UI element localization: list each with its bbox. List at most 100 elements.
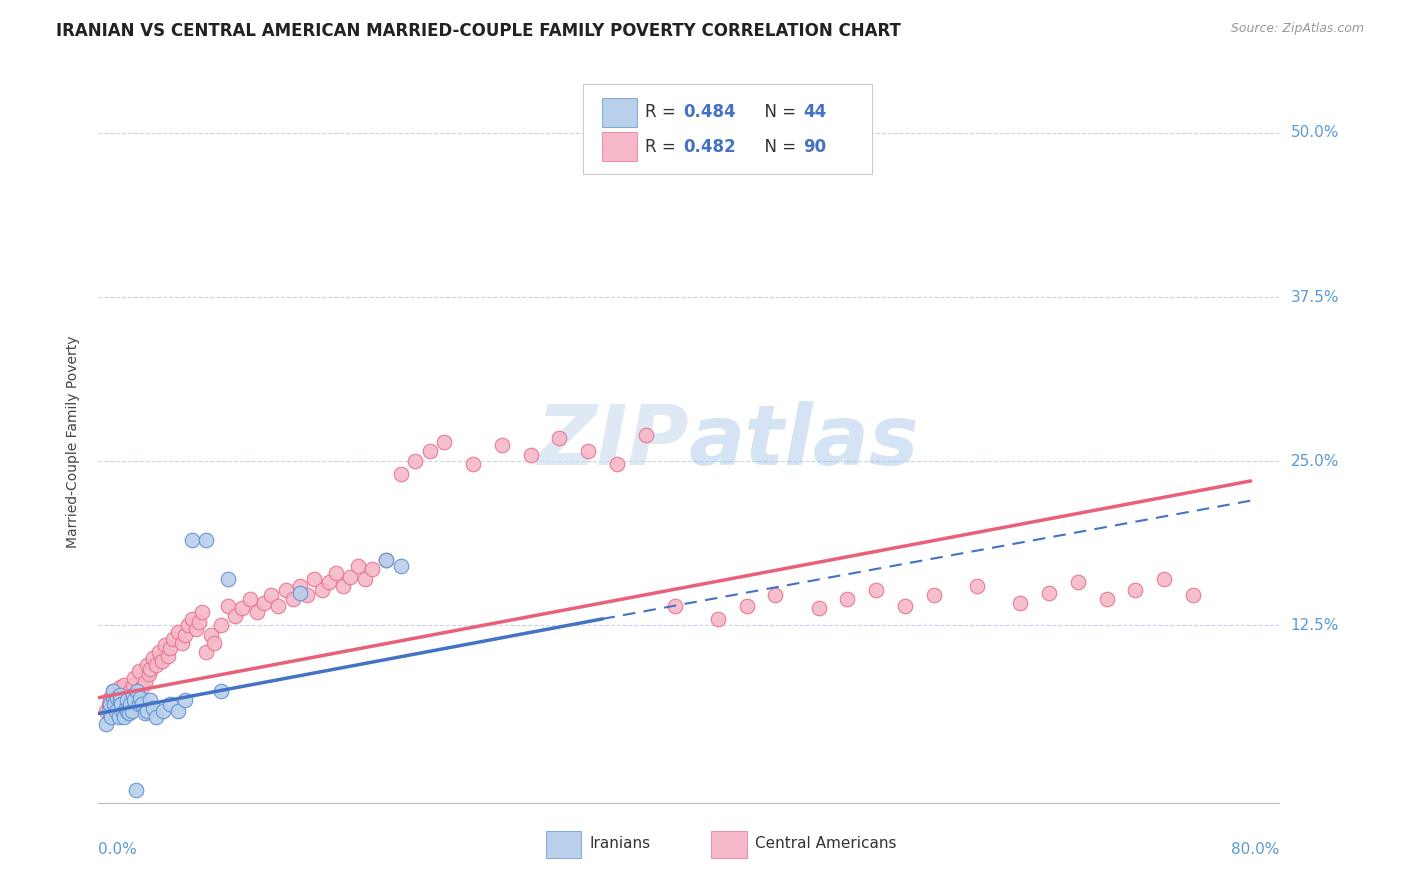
- Point: [115, 693, 138, 707]
- Point: [105, 690, 128, 705]
- Point: [297, 588, 319, 602]
- Point: [332, 579, 354, 593]
- FancyBboxPatch shape: [711, 831, 747, 858]
- FancyBboxPatch shape: [602, 97, 637, 127]
- Point: [173, 627, 195, 641]
- Point: [375, 553, 398, 567]
- Point: [139, 693, 162, 707]
- Text: 0.482: 0.482: [683, 137, 735, 156]
- Y-axis label: Married-Couple Family Poverty: Married-Couple Family Poverty: [66, 335, 80, 548]
- Point: [325, 566, 347, 580]
- Point: [142, 651, 165, 665]
- Point: [202, 635, 225, 649]
- Point: [389, 467, 412, 482]
- Point: [606, 457, 628, 471]
- Point: [389, 559, 412, 574]
- FancyBboxPatch shape: [582, 84, 872, 174]
- Text: atlas: atlas: [689, 401, 920, 482]
- Point: [191, 605, 214, 619]
- Point: [735, 599, 758, 613]
- Point: [129, 690, 152, 705]
- Point: [122, 677, 145, 691]
- Point: [145, 657, 167, 672]
- Point: [128, 698, 150, 712]
- Point: [142, 701, 165, 715]
- Point: [139, 662, 162, 676]
- Text: Source: ZipAtlas.com: Source: ZipAtlas.com: [1230, 22, 1364, 36]
- Point: [274, 582, 297, 597]
- Text: IRANIAN VS CENTRAL AMERICAN MARRIED-COUPLE FAMILY POVERTY CORRELATION CHART: IRANIAN VS CENTRAL AMERICAN MARRIED-COUP…: [56, 22, 901, 40]
- Point: [136, 704, 159, 718]
- Point: [217, 573, 239, 587]
- Text: 50.0%: 50.0%: [1291, 126, 1339, 140]
- Point: [548, 431, 571, 445]
- Point: [807, 601, 830, 615]
- Point: [288, 579, 311, 593]
- Point: [634, 428, 657, 442]
- Point: [162, 632, 184, 646]
- Point: [125, 688, 148, 702]
- FancyBboxPatch shape: [602, 132, 637, 161]
- Point: [200, 627, 222, 641]
- Point: [98, 698, 121, 712]
- Point: [125, 782, 148, 797]
- Point: [156, 648, 179, 663]
- Point: [1182, 588, 1205, 602]
- Point: [114, 701, 136, 715]
- Point: [375, 553, 398, 567]
- Point: [120, 698, 142, 712]
- Point: [128, 665, 150, 679]
- Point: [98, 690, 121, 705]
- Point: [267, 599, 290, 613]
- Point: [186, 623, 208, 637]
- Point: [253, 596, 276, 610]
- Text: 12.5%: 12.5%: [1291, 618, 1339, 633]
- Text: 0.484: 0.484: [683, 103, 735, 121]
- Point: [491, 438, 513, 452]
- Point: [246, 605, 269, 619]
- Point: [318, 575, 340, 590]
- Point: [706, 612, 728, 626]
- Point: [664, 599, 686, 613]
- Point: [894, 599, 917, 613]
- Point: [209, 618, 232, 632]
- Point: [153, 638, 176, 652]
- Point: [288, 585, 311, 599]
- Point: [195, 533, 218, 547]
- Point: [188, 615, 211, 629]
- Point: [166, 704, 188, 718]
- Point: [1095, 592, 1118, 607]
- Point: [124, 693, 146, 707]
- Point: [1153, 573, 1175, 587]
- Text: 0.0%: 0.0%: [98, 842, 138, 856]
- Point: [101, 690, 124, 705]
- Point: [281, 592, 304, 607]
- Point: [576, 443, 599, 458]
- Point: [124, 671, 146, 685]
- Point: [110, 698, 132, 712]
- Point: [260, 588, 283, 602]
- Point: [339, 570, 361, 584]
- Point: [461, 457, 484, 471]
- Point: [170, 635, 193, 649]
- Point: [519, 448, 541, 462]
- Point: [311, 582, 333, 597]
- Point: [107, 688, 129, 702]
- Point: [108, 688, 131, 702]
- Text: R =: R =: [645, 103, 682, 121]
- Point: [354, 573, 377, 587]
- Point: [97, 698, 120, 712]
- Point: [148, 645, 170, 659]
- FancyBboxPatch shape: [546, 831, 582, 858]
- Point: [103, 698, 125, 712]
- Point: [150, 654, 173, 668]
- Point: [177, 618, 200, 632]
- Point: [122, 688, 145, 702]
- Text: 37.5%: 37.5%: [1291, 290, 1339, 304]
- Point: [118, 706, 141, 721]
- Point: [145, 710, 167, 724]
- Point: [966, 579, 988, 593]
- Point: [346, 559, 368, 574]
- Point: [111, 706, 134, 721]
- Point: [131, 680, 153, 694]
